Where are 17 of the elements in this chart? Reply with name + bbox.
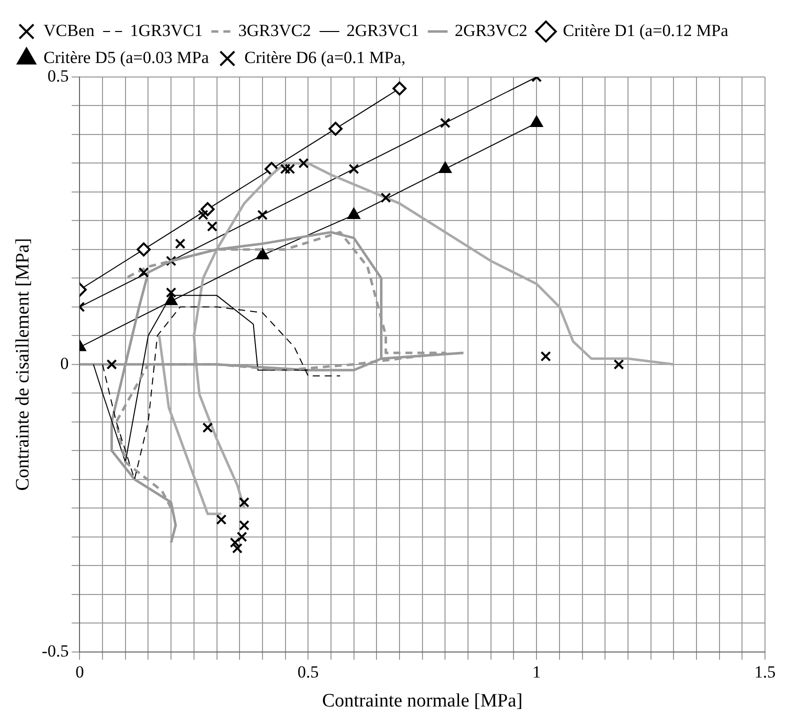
y-tick-label: 0 [60, 354, 69, 373]
y-tick-label: -0.5 [42, 641, 69, 660]
x-tick-label: 1.5 [754, 662, 776, 682]
x-tick-label: 1 [532, 662, 541, 682]
y-tick-label: 0.5 [47, 66, 69, 86]
legend-label: 2GR3VC2 [454, 20, 528, 40]
x-axis-title: Contrainte normale [MPa] [322, 690, 523, 712]
legend-label: Critère D5 (a=0.03 MPa [44, 48, 210, 67]
legend-label: Critère D6 (a=0.1 MPa, [244, 48, 406, 67]
x-tick-label: 0 [75, 662, 84, 682]
legend-label: 3GR3VC2 [238, 20, 311, 40]
legend-label: 2GR3VC1 [346, 20, 420, 40]
legend-label: VCBen [44, 20, 95, 40]
x-tick-label: 0.5 [298, 662, 319, 682]
legend-label: Critère D1 (a=0.12 MPa [562, 20, 729, 40]
y-axis-title: Contrainte de cisaillement [MPa] [12, 238, 34, 491]
legend-label: 1GR3VC1 [130, 20, 203, 40]
